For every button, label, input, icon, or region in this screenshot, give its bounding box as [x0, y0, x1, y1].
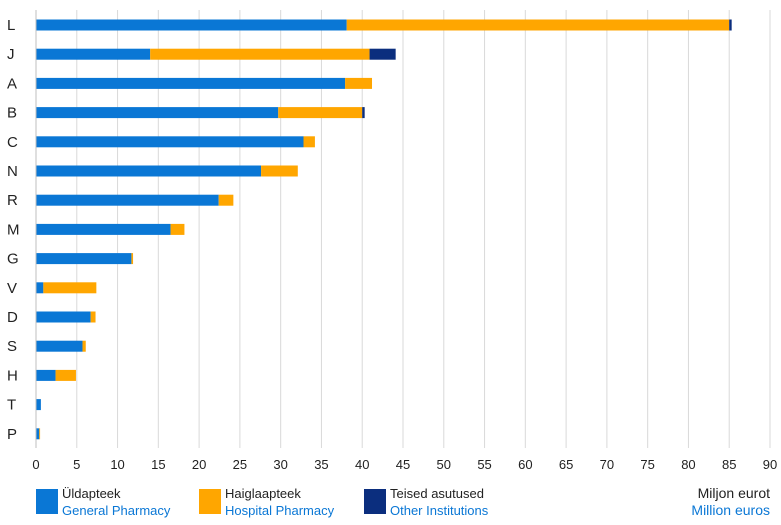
bar-segment-hospital: [90, 311, 96, 323]
x-tick-label: 80: [681, 457, 695, 472]
category-label: S: [7, 338, 17, 355]
axis-layer: 0 5 10 15 20 25 30 35 40 45 50 55 60 65 70 75 80 85 90 LJAB…: [7, 10, 777, 472]
category-label: N: [7, 163, 18, 180]
category-label: P: [7, 426, 17, 443]
bar-segment-other: [362, 107, 365, 119]
category-label: D: [7, 309, 18, 326]
category-label: J: [7, 46, 15, 63]
bar-layer: [36, 19, 732, 440]
bar-segment-general: [36, 428, 40, 440]
x-tick-label: 85: [722, 457, 736, 472]
bar-segment-general: [36, 19, 347, 31]
x-tick-label: 20: [192, 457, 206, 472]
bar-segment-hospital: [345, 77, 373, 89]
bar-segment-general: [36, 253, 132, 265]
category-label: L: [7, 17, 15, 34]
bar-segment-other: [729, 19, 732, 31]
x-tick-label: 40: [355, 457, 369, 472]
x-axis-title: Miljon eurot: [698, 485, 770, 501]
legend-swatch-hospital: [199, 489, 221, 514]
legend-label-en-general: General Pharmacy: [62, 503, 171, 518]
x-tick-label: 90: [763, 457, 777, 472]
bar-segment-hospital: [131, 253, 134, 265]
x-tick-label: 65: [559, 457, 573, 472]
bar-segment-general: [36, 340, 83, 352]
category-label: C: [7, 134, 18, 151]
category-label: B: [7, 105, 17, 122]
legend-label-general: Üldapteek: [62, 486, 121, 501]
category-label: V: [7, 280, 17, 297]
x-tick-label: 35: [314, 457, 328, 472]
bar-segment-general: [36, 369, 56, 381]
bar-segment-general: [36, 107, 279, 119]
x-tick-label: 55: [477, 457, 491, 472]
legend-label-hospital: Haiglaapteek: [225, 486, 301, 501]
category-label: T: [7, 397, 16, 414]
bar-segment-general: [36, 77, 346, 89]
legend-swatch-general: [36, 489, 58, 514]
bar-segment-general: [36, 311, 91, 323]
x-tick-label: 60: [518, 457, 532, 472]
category-label: R: [7, 192, 18, 209]
bar-segment-hospital: [43, 282, 97, 294]
bar-segment-hospital: [261, 165, 298, 177]
x-tick-label: 45: [396, 457, 410, 472]
bar-segment-hospital: [82, 340, 86, 352]
legend-label-en-other: Other Institutions: [390, 503, 489, 518]
category-label: G: [7, 251, 19, 268]
legend-label-en-hospital: Hospital Pharmacy: [225, 503, 335, 518]
x-tick-label: 25: [233, 457, 247, 472]
x-axis-title-en: Million euros: [691, 502, 770, 518]
bar-segment-hospital: [170, 223, 185, 235]
x-tick-label: 5: [73, 457, 80, 472]
bar-segment-general: [36, 399, 41, 411]
bar-segment-hospital: [55, 369, 76, 381]
bar-segment-hospital: [303, 136, 315, 148]
bar-segment-hospital: [346, 19, 730, 31]
x-tick-label: 75: [640, 457, 654, 472]
bar-segment-general: [36, 136, 304, 148]
bar-segment-general: [36, 194, 219, 206]
bar-segment-hospital: [278, 107, 363, 119]
x-tick-label: 10: [110, 457, 124, 472]
bar-segment-hospital: [39, 428, 41, 440]
x-tick-label: 50: [437, 457, 451, 472]
category-label: M: [7, 221, 20, 238]
category-label: A: [7, 75, 17, 92]
x-tick-label: 0: [32, 457, 39, 472]
category-label: H: [7, 367, 18, 384]
legend: Üldapteek General Pharmacy Haiglaapteek Hos…: [36, 485, 770, 518]
legend-swatch-other: [364, 489, 386, 514]
bar-segment-other: [369, 48, 396, 60]
bar-segment-general: [36, 48, 151, 60]
bar-segment-hospital: [150, 48, 370, 60]
x-tick-label: 30: [273, 457, 287, 472]
x-tick-label: 15: [151, 457, 165, 472]
legend-label-other: Teised asutused: [390, 486, 484, 501]
bar-segment-hospital: [218, 194, 234, 206]
bar-segment-general: [36, 165, 262, 177]
bar-segment-general: [36, 223, 171, 235]
x-tick-label: 70: [600, 457, 614, 472]
bar-segment-general: [36, 282, 44, 294]
